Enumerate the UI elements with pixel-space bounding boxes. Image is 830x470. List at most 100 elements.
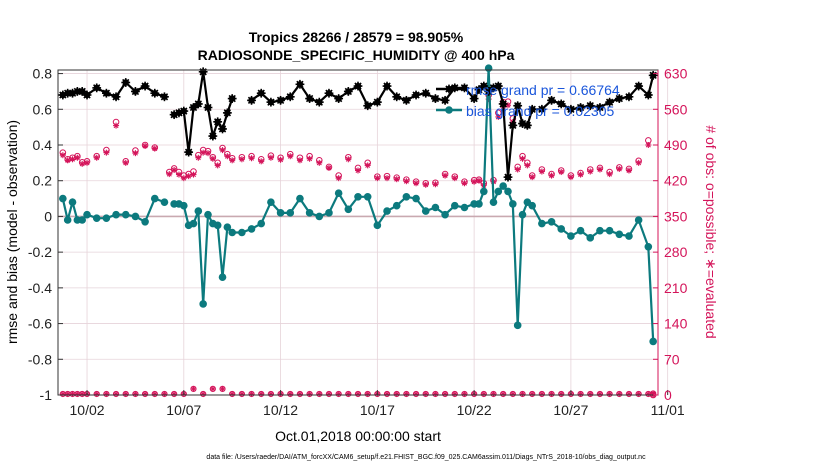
rmse-point-star-stroke xyxy=(257,89,265,97)
bias-point xyxy=(296,194,304,203)
y-tick-label-4: -0.2 xyxy=(28,244,52,260)
rmse-point-star-stroke xyxy=(131,87,140,96)
rmse-point-star-stroke xyxy=(286,93,294,101)
rmse-point-star xyxy=(150,88,160,98)
rmse-point-star xyxy=(643,90,653,100)
obs-evaluated-marker-stroke xyxy=(394,176,400,182)
rmse-point-star-stroke xyxy=(625,93,633,101)
bias-point xyxy=(494,187,503,196)
obs-evaluated-marker-stroke xyxy=(461,180,467,186)
obs-zero-star xyxy=(123,391,129,397)
obs-evaluated-marker-stroke xyxy=(171,167,177,173)
x-tick-label-6: 11/01 xyxy=(651,402,685,418)
bias-point xyxy=(63,216,72,224)
obs-evaluated-marker-stroke xyxy=(413,180,419,186)
rmse-point-star xyxy=(508,120,518,130)
obs-evaluated-marker xyxy=(84,159,91,166)
obs-zero-marker xyxy=(451,390,458,398)
obs-evaluated-marker-stroke xyxy=(529,174,535,180)
obs-evaluated-marker xyxy=(238,156,245,163)
bias-point xyxy=(644,242,653,251)
obs-zero-star xyxy=(433,391,438,397)
obs-zero-star xyxy=(287,391,293,397)
obs-zero-star xyxy=(529,391,535,397)
obs-zero-marker xyxy=(325,390,333,398)
bias-point xyxy=(141,217,149,226)
obs-evaluated-marker-stroke xyxy=(249,155,255,161)
rmse-point-star xyxy=(218,124,227,134)
obs-evaluated-marker xyxy=(59,152,66,159)
rmse-point-star-stroke xyxy=(412,91,420,99)
rmse-point-star-stroke xyxy=(441,96,449,105)
bias-point xyxy=(489,198,498,206)
obs-zero-star xyxy=(636,391,642,397)
obs-zero-star xyxy=(549,391,554,397)
obs-evaluated-marker xyxy=(529,174,536,181)
rmse-point-star xyxy=(208,131,218,141)
rmse-point-star-stroke xyxy=(494,82,502,90)
obs-evaluated-marker-stroke xyxy=(113,123,119,129)
rmse-point-star xyxy=(213,117,223,127)
obs-zero-marker xyxy=(296,390,304,398)
obs-zero-marker xyxy=(606,390,613,398)
y2-tick-label-0: 0 xyxy=(664,387,672,403)
rmse-point-star xyxy=(522,120,532,130)
rmse-point-star xyxy=(295,79,305,89)
obs-evaluated-marker-stroke xyxy=(476,178,482,184)
obs-zero-marker xyxy=(461,390,468,398)
rmse-point-star xyxy=(634,81,644,91)
rmse-point-star xyxy=(314,97,324,107)
rmse-point-star xyxy=(595,103,605,112)
rmse-point-star xyxy=(440,95,450,105)
obs-zero-star xyxy=(413,391,419,397)
rmse-point-star xyxy=(198,67,208,77)
y2-tick-label-4: 280 xyxy=(664,244,688,260)
y-tick-label-5: 0 xyxy=(44,208,52,224)
obs-evaluated-marker-stroke xyxy=(316,160,322,166)
axes-layer: 10/02 10/07 10/12 10/17 10/22 10/27 11/01 -1 -0.… xyxy=(28,66,688,418)
bias-point xyxy=(625,232,633,240)
bias-point xyxy=(247,225,256,233)
obs-zero-star xyxy=(462,391,467,397)
rmse-point-star-stroke xyxy=(204,103,212,112)
obs-zero-marker xyxy=(635,390,642,398)
obs-evaluated-marker xyxy=(64,157,71,164)
bias-point xyxy=(450,201,459,210)
rmse-point-star-stroke xyxy=(364,102,372,110)
obs-zero-star-stroke xyxy=(220,386,225,391)
obs-zero-marker xyxy=(316,390,323,398)
obs-zero-marker xyxy=(112,390,120,398)
obs-zero-marker xyxy=(248,390,255,398)
obs-evaluated-marker-stroke xyxy=(336,175,342,181)
rmse-point-star-stroke xyxy=(557,100,565,108)
obs-evaluated-marker-stroke xyxy=(79,161,85,167)
obs-evaluated-marker xyxy=(475,177,482,184)
y2-tick-label-3: 210 xyxy=(664,280,688,296)
bias-point xyxy=(528,201,536,210)
obs-evaluated-marker-stroke xyxy=(268,155,274,161)
obs-zero-star xyxy=(520,391,525,397)
obs-evaluated-marker-stroke xyxy=(186,173,192,179)
obs-evaluated-marker-stroke xyxy=(471,179,477,185)
bias-point xyxy=(576,226,585,235)
obs-evaluated-marker-stroke xyxy=(384,175,390,181)
obs-zero-marker xyxy=(306,390,313,398)
obs-evaluated-marker-stroke xyxy=(597,166,603,173)
obs-zero-marker xyxy=(412,390,420,398)
obs-zero-star xyxy=(133,391,138,397)
rmse-point-star-stroke xyxy=(634,82,643,90)
obs-evaluated-marker-stroke xyxy=(568,174,574,180)
rmse-point-star xyxy=(493,81,503,91)
y-tick-label-6: 0.2 xyxy=(33,173,53,189)
obs-evaluated-marker xyxy=(219,147,226,154)
obs-zero-star xyxy=(210,386,216,392)
obs-zero-star xyxy=(597,391,603,397)
obs-evaluated-marker-stroke xyxy=(626,167,632,174)
obs-zero-star xyxy=(191,386,196,392)
bias-point xyxy=(334,189,343,198)
obs-evaluated-marker-stroke xyxy=(616,166,622,172)
obs-zero-marker xyxy=(441,390,449,398)
rmse-point-star xyxy=(401,95,411,105)
obs-evaluated-marker xyxy=(132,150,139,157)
obs-zero-star xyxy=(162,391,167,397)
